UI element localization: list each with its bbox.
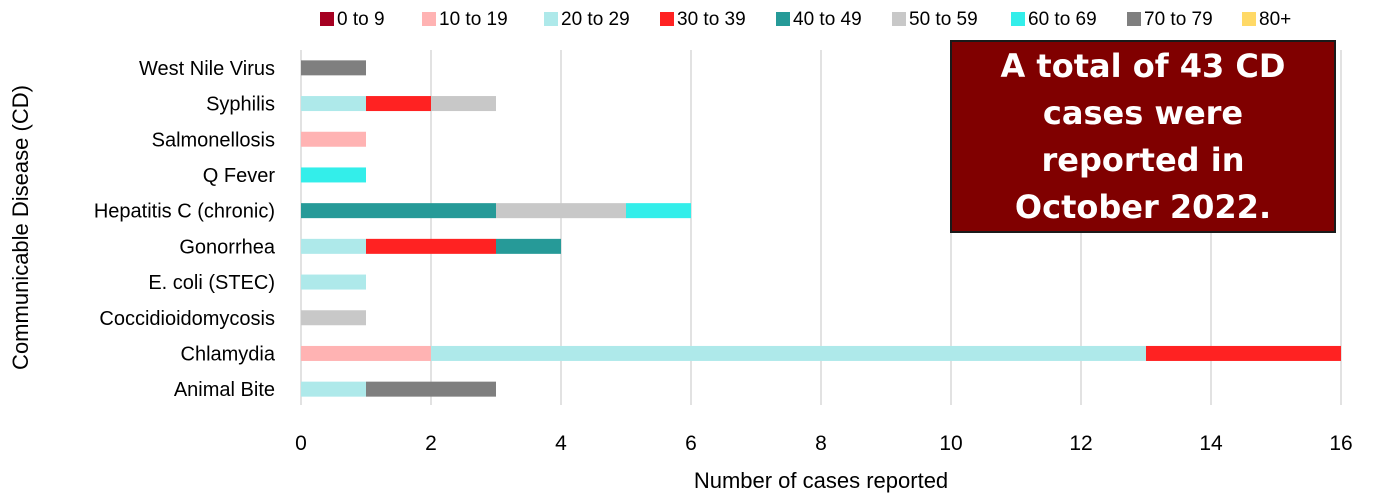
bar-segment [301,131,366,147]
legend-label: 20 to 29 [561,9,630,30]
bar-segment [301,167,366,183]
legend-label: 60 to 69 [1028,9,1097,30]
bar-segment [301,274,366,290]
total-cases-callout: A total of 43 CD cases were reported in … [950,40,1336,233]
x-tick-label: 14 [1199,432,1223,455]
y-category-label: Chlamydia [181,343,276,365]
legend-label: 40 to 49 [793,9,862,30]
legend-label: 70 to 79 [1144,9,1213,30]
x-tick-label: 8 [815,432,827,455]
x-tick-label: 0 [295,432,307,455]
legend-label: 80+ [1259,9,1291,30]
x-axis-title: Number of cases reported [694,468,948,493]
y-category-label: Syphilis [206,94,275,116]
bar-segment [301,381,366,397]
legend-label: 30 to 39 [677,9,746,30]
bar-segment [301,60,366,76]
y-category-label: Animal Bite [174,379,275,401]
callout-text: A total of 43 CD cases were reported in … [1000,46,1286,226]
y-category-label: E. coli (STEC) [148,272,275,294]
legend-label: 50 to 59 [909,9,978,30]
legend-label: 10 to 19 [439,9,508,30]
bar-segment [301,96,366,112]
bar-segment [626,203,691,219]
legend-swatch [1242,12,1256,26]
bar-segment [431,96,496,112]
bar-segment [366,238,496,254]
x-tick-label: 12 [1069,432,1092,455]
legend-swatch [660,12,674,26]
x-tick-label: 2 [425,432,437,455]
x-tick-label: 4 [555,432,567,455]
x-tick-label: 16 [1329,432,1352,455]
y-axis-title: Communicable Disease (CD) [8,85,33,370]
bar-segment [366,96,431,112]
legend-label: 0 to 9 [337,9,385,30]
x-tick-label: 6 [685,432,697,455]
bar-segment [1146,345,1341,361]
y-category-label: West Nile Virus [139,58,275,80]
bar-segment [301,238,366,254]
bar-segment [496,238,561,254]
legend-swatch [1127,12,1141,26]
y-category-label: Hepatitis C (chronic) [94,201,275,223]
y-category-label: Q Fever [203,165,276,187]
bar-segment [301,310,366,326]
bar-segment [301,203,496,219]
bar-segment [366,381,496,397]
y-category-label: Gonorrhea [179,236,275,258]
legend-swatch [422,12,436,26]
legend-swatch [1011,12,1025,26]
y-category-label: Salmonellosis [152,129,275,151]
bar-segment [496,203,626,219]
legend-swatch [544,12,558,26]
bar-segment [301,345,431,361]
y-category-label: Coccidioidomycosis [99,308,275,330]
bar-segment [431,345,1146,361]
x-tick-label: 10 [939,432,962,455]
legend-swatch [892,12,906,26]
legend-swatch [776,12,790,26]
legend-swatch [320,12,334,26]
